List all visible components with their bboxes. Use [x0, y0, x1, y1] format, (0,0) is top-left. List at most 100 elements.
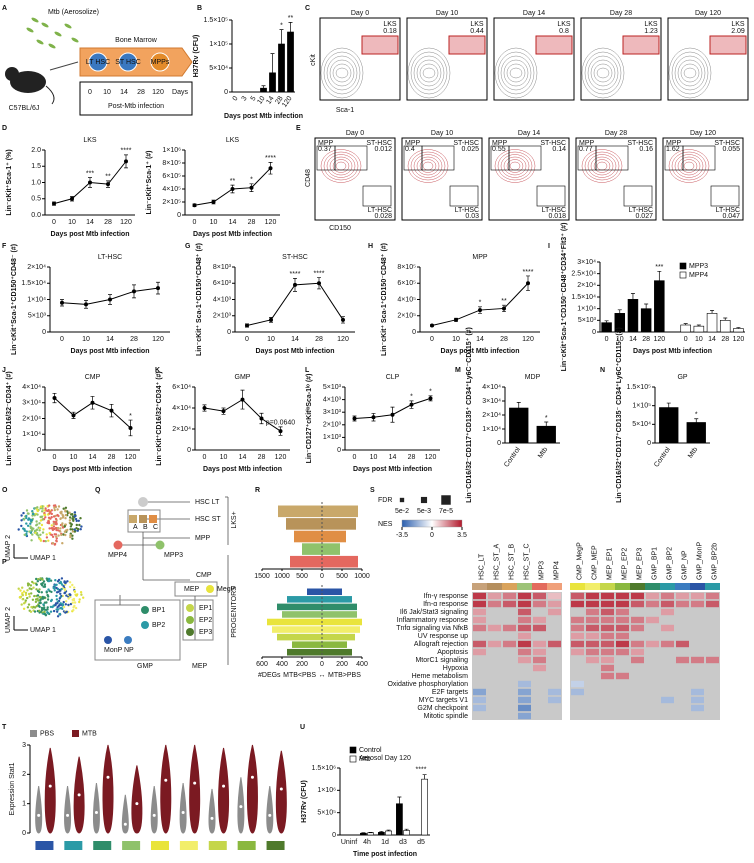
umap-point [69, 535, 72, 539]
cell [616, 600, 629, 608]
umap-point [44, 516, 47, 519]
cell [601, 616, 614, 624]
column-color [547, 583, 562, 590]
contour [407, 47, 451, 99]
umap-point [71, 528, 74, 531]
error-bar [516, 402, 521, 408]
contour [416, 156, 440, 176]
umap-point [29, 522, 32, 525]
bar [302, 543, 322, 555]
umap-point [73, 511, 77, 514]
gate-value: 0.44 [470, 28, 484, 35]
umap-point [53, 533, 56, 536]
umap-point [34, 529, 38, 532]
chart-title: LKS [83, 137, 97, 144]
cell [571, 688, 584, 696]
column-color [472, 583, 487, 590]
cell [488, 640, 501, 648]
bar [322, 603, 357, 611]
y-axis-label: Lin⁻CD16/32⁻CD117⁺CD135⁺ CD34⁺Ly6C⁻CD115… [465, 327, 473, 503]
umap-point [40, 523, 44, 527]
point [211, 200, 216, 204]
cluster-color [237, 841, 256, 850]
y-tick-label: 0.5 [31, 196, 41, 203]
y-tick-label: 1×10⁴ [27, 296, 46, 303]
cell-label: MPPs [151, 59, 170, 66]
panel-letter: C [305, 5, 310, 12]
gate [622, 35, 660, 55]
umap-point [36, 580, 39, 583]
violin [44, 747, 56, 834]
y-axis-label: Lin⁻cKit⁺Sca-1⁺CD150⁺CD48⁻ (#) [10, 244, 18, 355]
bar [322, 505, 358, 518]
umap-point [39, 599, 42, 602]
cell [488, 600, 501, 608]
cell [586, 608, 599, 616]
error-bar [630, 293, 635, 300]
tree-label: MEP [184, 586, 200, 593]
umap-point [57, 534, 60, 537]
node [113, 540, 123, 550]
umap-point [36, 594, 40, 597]
x-tick-label: 400 [356, 661, 368, 668]
bar [322, 633, 355, 641]
bar [421, 778, 428, 836]
x-tick-label: 14 [708, 336, 716, 343]
column-color [570, 583, 585, 590]
annotation: ** [105, 174, 111, 181]
x-tick-label: 0 [684, 336, 688, 343]
timeline-tick: 28 [137, 89, 145, 96]
violin [160, 744, 172, 834]
error-bar [723, 317, 728, 321]
panel-letter: O [2, 487, 8, 494]
fdr-square [441, 495, 451, 505]
contour [674, 55, 706, 91]
cluster-color [93, 841, 112, 850]
umap-point [26, 524, 30, 527]
annotation: * [129, 413, 132, 420]
violin [102, 744, 114, 834]
timeline-box [79, 81, 193, 116]
gate-value: 1.62 [666, 146, 680, 153]
cell [691, 600, 704, 608]
violin [218, 747, 230, 834]
point [202, 406, 207, 410]
umap-point [19, 589, 22, 592]
cell-label: LT HSC [86, 59, 110, 66]
bar [277, 603, 322, 611]
gate-value: 0.16 [639, 146, 653, 153]
contour [677, 156, 701, 176]
umap-point [73, 601, 77, 604]
x-tick-label: 10 [220, 454, 228, 461]
y-tick-label: 1.5×10⁶ [312, 765, 337, 772]
umap-point [59, 580, 62, 584]
panel-letter: G [185, 243, 191, 250]
tree-label: MonP [104, 647, 123, 654]
umap-point [50, 509, 53, 512]
x-tick-label: 14 [106, 336, 114, 343]
node-box [94, 599, 181, 661]
umap-point [49, 517, 52, 520]
point [230, 187, 235, 191]
umap-point [39, 601, 42, 605]
y-axis-label: H37Rv (CFU) [193, 35, 200, 78]
gate [449, 185, 479, 207]
chart-title: Aerosol Day 120 [359, 755, 411, 762]
cell [601, 640, 614, 648]
gate-value: 0.4 [405, 146, 415, 153]
x-tick-label: 0 [193, 219, 197, 226]
umap-point [77, 519, 81, 522]
row-label: Inflammatory response [397, 617, 468, 624]
contour [587, 154, 617, 178]
violin [266, 785, 274, 834]
cell [616, 672, 629, 680]
point [52, 396, 57, 401]
umap-point [66, 528, 69, 532]
umap-point [69, 516, 72, 519]
x-tick-label: 28 [104, 219, 112, 226]
row-label: E2F targets [432, 689, 469, 696]
umap-point [42, 539, 45, 543]
column-label: HSC_ST_A [493, 543, 500, 580]
node [141, 606, 149, 614]
cell [548, 600, 561, 608]
